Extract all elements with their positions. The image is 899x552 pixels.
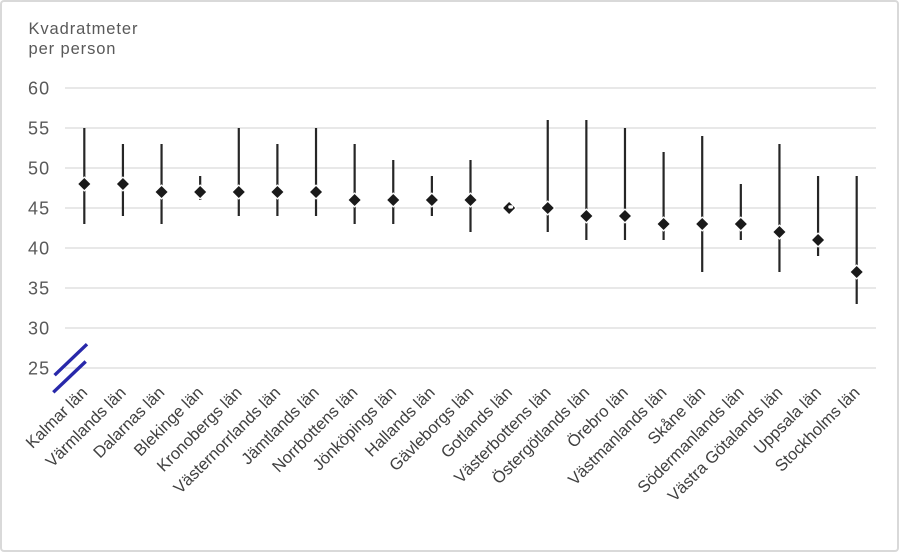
svg-text:25: 25 (28, 359, 50, 379)
svg-text:30: 30 (28, 319, 50, 339)
svg-text:Kvadratmeter: Kvadratmeter (29, 20, 139, 38)
svg-text:55: 55 (28, 119, 50, 139)
svg-text:60: 60 (28, 79, 50, 99)
svg-text:45: 45 (28, 199, 50, 219)
svg-text:50: 50 (28, 159, 50, 179)
svg-text:35: 35 (28, 279, 50, 299)
svg-text:40: 40 (28, 239, 50, 259)
svg-text:per person: per person (29, 40, 117, 58)
